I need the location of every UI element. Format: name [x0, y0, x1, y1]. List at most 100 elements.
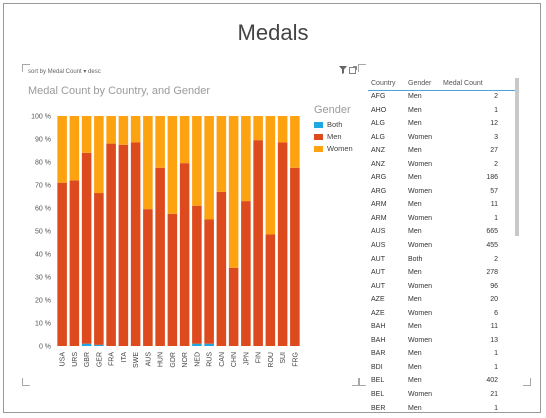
- chart-corner-bottom-left[interactable]: [22, 378, 30, 386]
- table-corner-bottom-left[interactable]: [358, 378, 366, 386]
- column-header-country[interactable]: Country: [371, 80, 396, 87]
- bar-segment-women-chn[interactable]: [228, 116, 239, 268]
- bar-segment-men-hun[interactable]: [155, 167, 165, 346]
- bar-segment-men-frg[interactable]: [290, 167, 300, 346]
- bar-segment-men-can[interactable]: [216, 191, 227, 346]
- bar-segment-women-hun[interactable]: [155, 116, 165, 168]
- bar-segment-men-rou[interactable]: [265, 234, 276, 346]
- bar-segment-women-fin[interactable]: [253, 116, 263, 141]
- table-row[interactable]: BAH Men 11: [368, 321, 518, 335]
- bar-segment-women-rus[interactable]: [204, 116, 214, 220]
- sort-by-label[interactable]: sort by Medal Count ▾ desc: [28, 69, 101, 75]
- bar-segment-women-frg[interactable]: [290, 116, 300, 168]
- legend-item-women[interactable]: Women: [314, 144, 353, 153]
- y-tick-label: 80 %: [35, 160, 51, 167]
- bar-segment-men-gbr[interactable]: [81, 152, 92, 344]
- bar-segment-both-rus[interactable]: [204, 343, 214, 346]
- x-tick-label: JPN: [243, 352, 250, 365]
- cell-gender: Men: [408, 296, 422, 304]
- bar-segment-women-aus[interactable]: [143, 116, 153, 210]
- legend-label-both: Both: [327, 120, 343, 129]
- table-row[interactable]: AUS Men 665: [368, 226, 518, 240]
- bar-segment-women-can[interactable]: [216, 116, 227, 192]
- column-header-medal-count[interactable]: Medal Count: [443, 80, 483, 87]
- table-row[interactable]: BDI Men 1: [368, 362, 518, 376]
- table-row[interactable]: BEL Men 402: [368, 375, 518, 389]
- bar-segment-women-rou[interactable]: [265, 116, 276, 235]
- bar-segment-both-gbr[interactable]: [81, 343, 92, 346]
- bar-segment-women-usa[interactable]: [57, 116, 67, 183]
- bar-segment-men-ned[interactable]: [192, 205, 202, 344]
- bar-segment-women-ita[interactable]: [118, 116, 129, 145]
- legend-title: Gender: [314, 104, 351, 116]
- table-row[interactable]: AUT Both 2: [368, 254, 518, 268]
- bar-segment-women-fra[interactable]: [106, 116, 116, 144]
- bar-segment-men-rus[interactable]: [204, 219, 214, 344]
- table-row[interactable]: ANZ Men 27: [368, 145, 518, 159]
- table-row[interactable]: BEL Women 21: [368, 389, 518, 403]
- table-row[interactable]: AUT Women 96: [368, 281, 518, 295]
- table-row[interactable]: BAH Women 13: [368, 335, 518, 349]
- x-tick-label: FRG: [292, 352, 299, 367]
- bar-segment-men-fin[interactable]: [253, 140, 263, 346]
- table-row[interactable]: AHO Men 1: [368, 105, 518, 119]
- column-header-gender[interactable]: Gender: [408, 80, 432, 87]
- cell-gender: Women: [408, 214, 432, 222]
- table-row[interactable]: AFG Men 2: [368, 91, 518, 105]
- table-row[interactable]: ARG Men 186: [368, 172, 518, 186]
- bar-segment-men-sui[interactable]: [277, 142, 288, 346]
- bar-segment-men-ita[interactable]: [118, 144, 129, 346]
- bar-segment-both-ned[interactable]: [192, 343, 202, 346]
- cell-medal-count: 186: [486, 174, 498, 182]
- bar-segment-women-jpn[interactable]: [241, 116, 251, 202]
- table-scrollbar[interactable]: [515, 78, 519, 236]
- table-row[interactable]: ALG Men 12: [368, 118, 518, 132]
- bar-segment-women-sui[interactable]: [277, 116, 288, 143]
- bar-segment-women-urs[interactable]: [69, 116, 80, 181]
- bar-segment-men-aus[interactable]: [143, 209, 153, 346]
- table-row[interactable]: AZE Men 20: [368, 294, 518, 308]
- bar-segment-men-nor[interactable]: [179, 163, 190, 346]
- y-tick-label: 20 %: [35, 298, 51, 305]
- bar-segment-women-swe[interactable]: [130, 116, 141, 143]
- popout-icon[interactable]: [349, 66, 358, 76]
- table-row[interactable]: BAR Men 1: [368, 348, 518, 362]
- cell-country: BAH: [371, 323, 386, 331]
- table-row[interactable]: AUS Women 455: [368, 240, 518, 254]
- bar-segment-men-usa[interactable]: [57, 182, 67, 346]
- bar-segment-men-gdr[interactable]: [167, 213, 178, 346]
- legend-item-men[interactable]: Men: [314, 132, 342, 141]
- table-row[interactable]: AUT Men 278: [368, 267, 518, 281]
- cell-gender: Men: [408, 93, 422, 100]
- bar-segment-men-jpn[interactable]: [241, 201, 251, 346]
- bar-segment-women-ger[interactable]: [94, 116, 104, 194]
- table-corner-bottom-right[interactable]: [523, 378, 531, 386]
- chart-title: Medal Count by Country, and Gender: [28, 85, 211, 97]
- x-tick-label: USA: [60, 352, 67, 367]
- bar-segment-men-chn[interactable]: [228, 267, 239, 346]
- bar-segment-men-swe[interactable]: [130, 142, 141, 346]
- x-tick-label: FIN: [256, 352, 263, 363]
- legend-item-both[interactable]: Both: [314, 120, 342, 129]
- bar-segment-women-gbr[interactable]: [81, 116, 92, 153]
- table-row[interactable]: ARM Women 1: [368, 213, 518, 227]
- chart-corner-bottom-right[interactable]: [352, 378, 360, 386]
- table-row[interactable]: ALG Women 3: [368, 132, 518, 146]
- table-row[interactable]: ANZ Women 2: [368, 159, 518, 173]
- cell-gender: Women: [408, 336, 432, 344]
- table-row[interactable]: BER Men 1: [368, 403, 518, 417]
- bar-segment-men-ger[interactable]: [94, 193, 104, 345]
- bar-segment-both-ger[interactable]: [94, 344, 104, 346]
- bar-segment-men-urs[interactable]: [69, 180, 80, 346]
- bar-segment-men-fra[interactable]: [106, 143, 116, 346]
- table-row[interactable]: ARM Men 11: [368, 199, 518, 213]
- bar-segment-women-ned[interactable]: [192, 116, 202, 206]
- table-row[interactable]: AZE Women 6: [368, 308, 518, 322]
- bar-segment-women-gdr[interactable]: [167, 116, 178, 214]
- funnel-icon[interactable]: [339, 66, 349, 76]
- bar-segment-women-nor[interactable]: [179, 116, 190, 164]
- cell-gender: Both: [408, 255, 423, 263]
- table-row[interactable]: ARG Women 57: [368, 186, 518, 200]
- cell-country: BEL: [371, 377, 385, 385]
